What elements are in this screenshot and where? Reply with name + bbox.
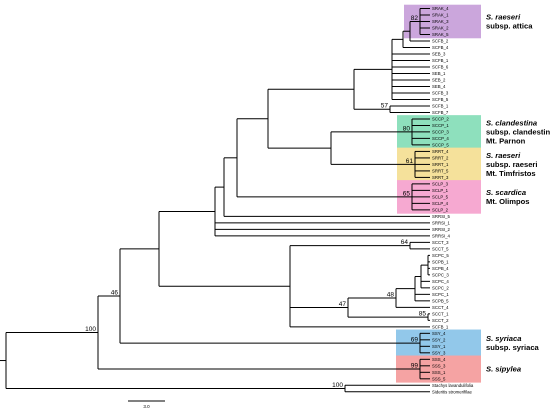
leaf-label: SCPB_4 bbox=[432, 266, 449, 271]
leaf-label: SCPC_5 bbox=[432, 253, 449, 258]
leaf-label: SSY_1 bbox=[432, 344, 446, 349]
support-value: 69 bbox=[411, 337, 419, 344]
leaf-label: SSS_3 bbox=[432, 363, 446, 368]
leaf-label: SRRSI_4 bbox=[432, 233, 451, 238]
support-value: 48 bbox=[387, 292, 395, 299]
leaf-label: SRRSI_1 bbox=[432, 220, 451, 225]
support-value: 99 bbox=[411, 363, 419, 370]
clade-label-clandestina: S. clandestina bbox=[486, 118, 537, 127]
leaf-label: SRAK_4 bbox=[432, 6, 449, 11]
leaf-label: SRRT_2 bbox=[432, 155, 449, 160]
clade-label-raeseri-attica: S. raeseri bbox=[486, 12, 521, 21]
support-value: 100 bbox=[85, 326, 96, 333]
support-value: 100 bbox=[332, 382, 343, 389]
leaf-label: SCPC_2 bbox=[432, 285, 449, 290]
leaf-label: SCFB_2 bbox=[432, 38, 449, 43]
leaf-label: SCLP_1 bbox=[432, 188, 449, 193]
leaf-label: SCPB_1 bbox=[432, 259, 449, 264]
clade-label-scardica: S. scardica bbox=[486, 188, 526, 197]
leaf-label: SCFB_6 bbox=[432, 64, 449, 69]
leaf-label: SRRSI_2 bbox=[432, 227, 451, 232]
leaf-label: SCCT_1 bbox=[432, 311, 449, 316]
leaf-label: SSY_2 bbox=[432, 337, 446, 342]
leaf-label: SCPB_5 bbox=[432, 298, 449, 303]
leaf-label: SSS_4 bbox=[432, 357, 446, 362]
leaf-label: SCCP_3 bbox=[432, 129, 449, 134]
leaf-label: SCFB_4 bbox=[432, 45, 449, 50]
clade-label-raeseri-raeseri: S. raeseri bbox=[486, 151, 521, 160]
clade-label-clandestina: subsp. clandestina bbox=[486, 127, 550, 136]
clade-label-sipylea: S. sipylea bbox=[486, 365, 521, 374]
leaf-label: SCCP_4 bbox=[432, 136, 449, 141]
leaf-label: SEB_3 bbox=[432, 51, 446, 56]
leaf-label: SRRSI_5 bbox=[432, 214, 451, 219]
leaf-label: SRRT_3 bbox=[432, 175, 449, 180]
clade-label-scardica: Mt. Olimpos bbox=[486, 197, 529, 206]
support-value: 64 bbox=[401, 239, 409, 246]
leaf-label: SCCP_5 bbox=[432, 142, 449, 147]
support-value: 46 bbox=[111, 289, 119, 296]
leaf-label: SRAK_3 bbox=[432, 19, 449, 24]
support-value: 47 bbox=[339, 301, 347, 308]
support-value: 57 bbox=[381, 103, 389, 110]
leaf-label: SRAK_2 bbox=[432, 25, 449, 30]
leaf-label: SRAK_5 bbox=[432, 32, 449, 37]
leaf-label: SCFB_3 bbox=[432, 90, 449, 95]
scale-bar-label: 3.0 bbox=[143, 404, 150, 409]
leaf-label: SCFB_7 bbox=[432, 110, 449, 115]
leaf-label: SSS_5 bbox=[432, 376, 446, 381]
leaf-label: SCLP_4 bbox=[432, 201, 449, 206]
support-value: 85 bbox=[419, 311, 427, 318]
leaf-label: SEB_4 bbox=[432, 84, 446, 89]
leaf-label: SCPC_3 bbox=[432, 272, 449, 277]
leaf-label: SSY_4 bbox=[432, 331, 446, 336]
leaf-label: SCPC_4 bbox=[432, 279, 449, 284]
leaf-label: SCPC_1 bbox=[432, 292, 449, 297]
leaf-label: SCFB_1 bbox=[432, 324, 449, 329]
leaf-label: SCFB_5 bbox=[432, 97, 449, 102]
leaf-label: SCFB_1 bbox=[432, 103, 449, 108]
leaf-label: SCCT_2 bbox=[432, 318, 449, 323]
leaf-label: SEB_1 bbox=[432, 71, 446, 76]
leaf-label: SEB_2 bbox=[432, 77, 446, 82]
support-value: 65 bbox=[403, 190, 411, 197]
leaf-label: SCCT_5 bbox=[432, 246, 449, 251]
leaf-label: SCLP_3 bbox=[432, 181, 449, 186]
leaf-label: SCFB_1 bbox=[432, 58, 449, 63]
support-value: 61 bbox=[406, 158, 414, 165]
leaf-label: SRRT_1 bbox=[432, 162, 449, 167]
leaf-label: SRRT_5 bbox=[432, 168, 449, 173]
clade-label-raeseri-attica: subsp. attica bbox=[486, 21, 533, 30]
leaf-label: SCLP_5 bbox=[432, 194, 449, 199]
clade-label-raeseri-raeseri: subsp. raeseri bbox=[486, 160, 538, 169]
leaf-label: Stachys lavandulifolia bbox=[432, 383, 474, 388]
leaf-label: SSY_3 bbox=[432, 350, 446, 355]
support-value: 82 bbox=[411, 15, 419, 22]
support-value: 80 bbox=[403, 125, 411, 132]
leaf-label: SSS_1 bbox=[432, 370, 446, 375]
clade-label-clandestina: Mt. Parnon bbox=[486, 136, 526, 145]
clade-label-syriaca: S. syriaca bbox=[486, 334, 521, 343]
clade-label-syriaca: subsp. syriaca bbox=[486, 343, 540, 352]
leaf-label: SCLP_2 bbox=[432, 207, 449, 212]
clade-label-raeseri-raeseri: Mt. Timfristos bbox=[486, 169, 536, 178]
leaf-label: Sideritis stromerifilae bbox=[432, 389, 472, 394]
leaf-label: SCCT_3 bbox=[432, 240, 449, 245]
leaf-label: SCCP_2 bbox=[432, 116, 449, 121]
leaf-label: SRAK_1 bbox=[432, 12, 449, 17]
leaf-label: SCCT_4 bbox=[432, 305, 449, 310]
leaf-label: SRRT_4 bbox=[432, 149, 449, 154]
leaf-label: SCCP_1 bbox=[432, 123, 449, 128]
